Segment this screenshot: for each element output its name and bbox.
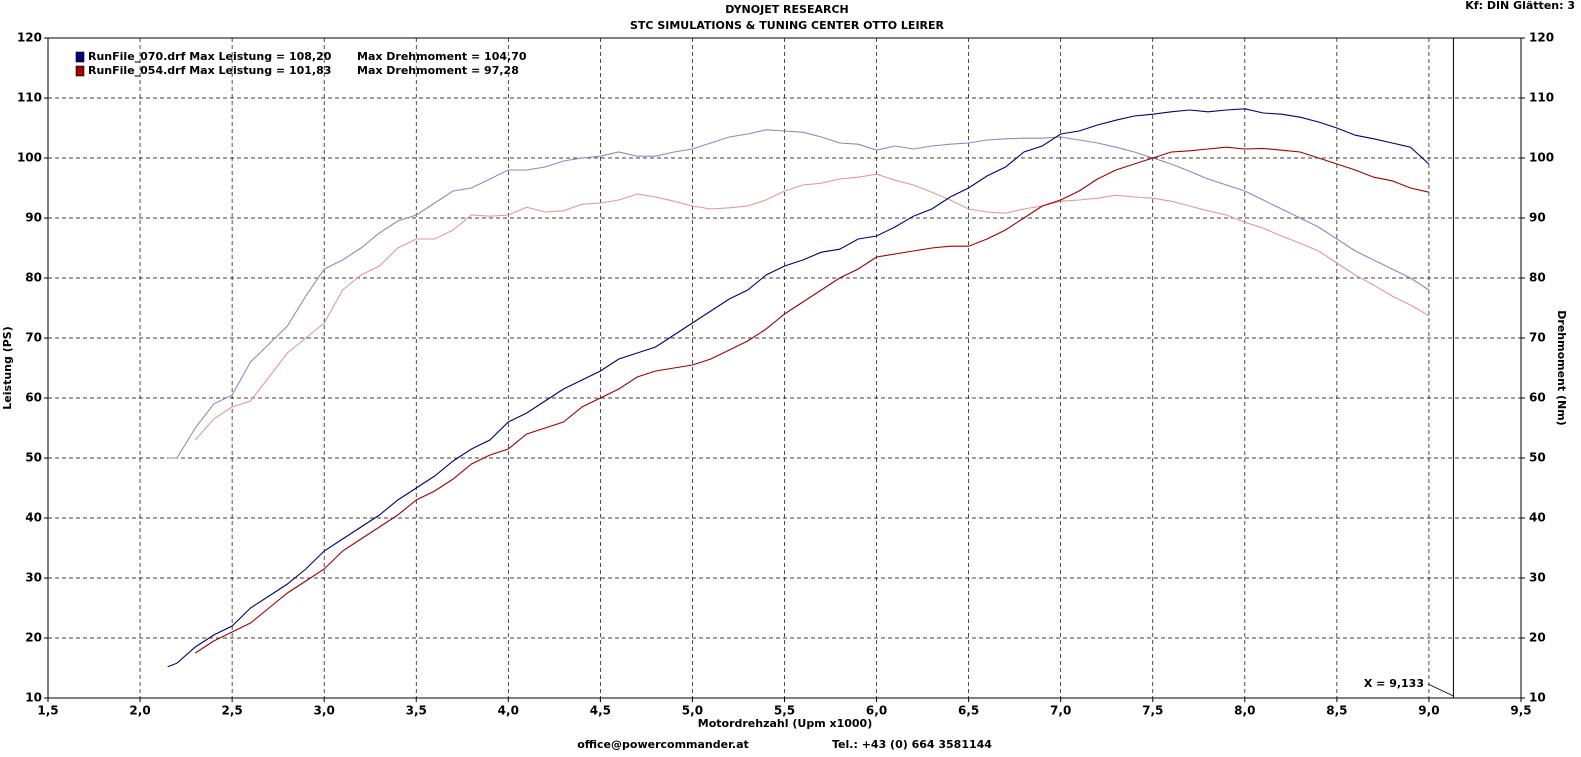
legend-label: RunFile_054.drf Max Leistung = 101,83 bbox=[88, 64, 331, 77]
chart-subtitle: STC SIMULATIONS & TUNING CENTER OTTO LEI… bbox=[630, 19, 945, 32]
x-tick-label: 5,0 bbox=[682, 704, 703, 718]
y2-tick-label: 40 bbox=[1529, 511, 1546, 525]
y2-tick-label: 70 bbox=[1529, 331, 1546, 345]
y-tick-label: 30 bbox=[25, 571, 42, 585]
cursor-label: X = 9,133 bbox=[1364, 677, 1424, 690]
y2-tick-label: 60 bbox=[1529, 391, 1546, 405]
y2-tick-label: 20 bbox=[1529, 631, 1546, 645]
footer-email: office@powercommander.at bbox=[577, 738, 749, 751]
footer-phone: Tel.: +43 (0) 664 3581144 bbox=[832, 738, 992, 751]
x-tick-label: 4,0 bbox=[498, 704, 519, 718]
y-tick-label: 80 bbox=[25, 271, 42, 285]
y2-axis-label: Drehmoment (Nm) bbox=[1555, 310, 1568, 425]
x-tick-label: 3,5 bbox=[406, 704, 427, 718]
y2-tick-label: 120 bbox=[1529, 31, 1554, 45]
x-tick-label: 4,5 bbox=[590, 704, 611, 718]
y-tick-label: 90 bbox=[25, 211, 42, 225]
series-line bbox=[167, 108, 1430, 668]
y-tick-label: 20 bbox=[25, 631, 42, 645]
y2-tick-label: 90 bbox=[1529, 211, 1546, 225]
y2-tick-label: 110 bbox=[1529, 91, 1554, 105]
y-tick-label: 120 bbox=[17, 31, 42, 45]
y2-tick-label: 10 bbox=[1529, 691, 1546, 705]
settings-label: Kf: DIN Glätten: 3 bbox=[1465, 0, 1575, 12]
y-tick-label: 110 bbox=[17, 91, 42, 105]
y-tick-label: 60 bbox=[25, 391, 42, 405]
y2-tick-label: 50 bbox=[1529, 451, 1546, 465]
y-tick-label: 40 bbox=[25, 511, 42, 525]
y2-tick-label: 30 bbox=[1529, 571, 1546, 585]
x-tick-label: 1,5 bbox=[37, 704, 58, 718]
x-tick-label: 9,0 bbox=[1418, 704, 1439, 718]
series-line bbox=[167, 129, 1430, 459]
x-tick-label: 5,5 bbox=[774, 704, 795, 718]
x-tick-label: 3,0 bbox=[314, 704, 335, 718]
y-tick-label: 100 bbox=[17, 151, 42, 165]
x-tick-label: 6,5 bbox=[958, 704, 979, 718]
y-axis-label: Leistung (PS) bbox=[1, 326, 14, 409]
y2-tick-label: 100 bbox=[1529, 151, 1554, 165]
cursor-pointer bbox=[1427, 683, 1454, 697]
legend-label: Max Drehmoment = 97,28 bbox=[357, 64, 519, 77]
x-tick-label: 7,5 bbox=[1142, 704, 1163, 718]
plot-frame bbox=[47, 37, 1522, 699]
y-tick-label: 50 bbox=[25, 451, 42, 465]
legend-label: Max Drehmoment = 104,70 bbox=[357, 50, 527, 63]
legend-swatch bbox=[75, 65, 85, 77]
y-tick-label: 10 bbox=[25, 691, 42, 705]
x-tick-label: 6,0 bbox=[866, 704, 887, 718]
x-axis-label: Motordrehzahl (Upm x1000) bbox=[698, 717, 872, 730]
x-tick-label: 8,0 bbox=[1234, 704, 1255, 718]
legend-swatch bbox=[75, 51, 85, 63]
y2-tick-label: 80 bbox=[1529, 271, 1546, 285]
series-line bbox=[194, 146, 1430, 654]
series-line bbox=[194, 173, 1430, 441]
x-tick-label: 9,5 bbox=[1510, 704, 1531, 718]
x-tick-label: 8,5 bbox=[1326, 704, 1347, 718]
x-tick-label: 7,0 bbox=[1050, 704, 1071, 718]
y-tick-label: 70 bbox=[25, 331, 42, 345]
legend-label: RunFile_070.drf Max Leistung = 108,20 bbox=[88, 50, 332, 63]
chart-title: DYNOJET RESEARCH bbox=[725, 3, 848, 16]
x-tick-label: 2,0 bbox=[129, 704, 150, 718]
x-tick-label: 2,5 bbox=[221, 704, 242, 718]
